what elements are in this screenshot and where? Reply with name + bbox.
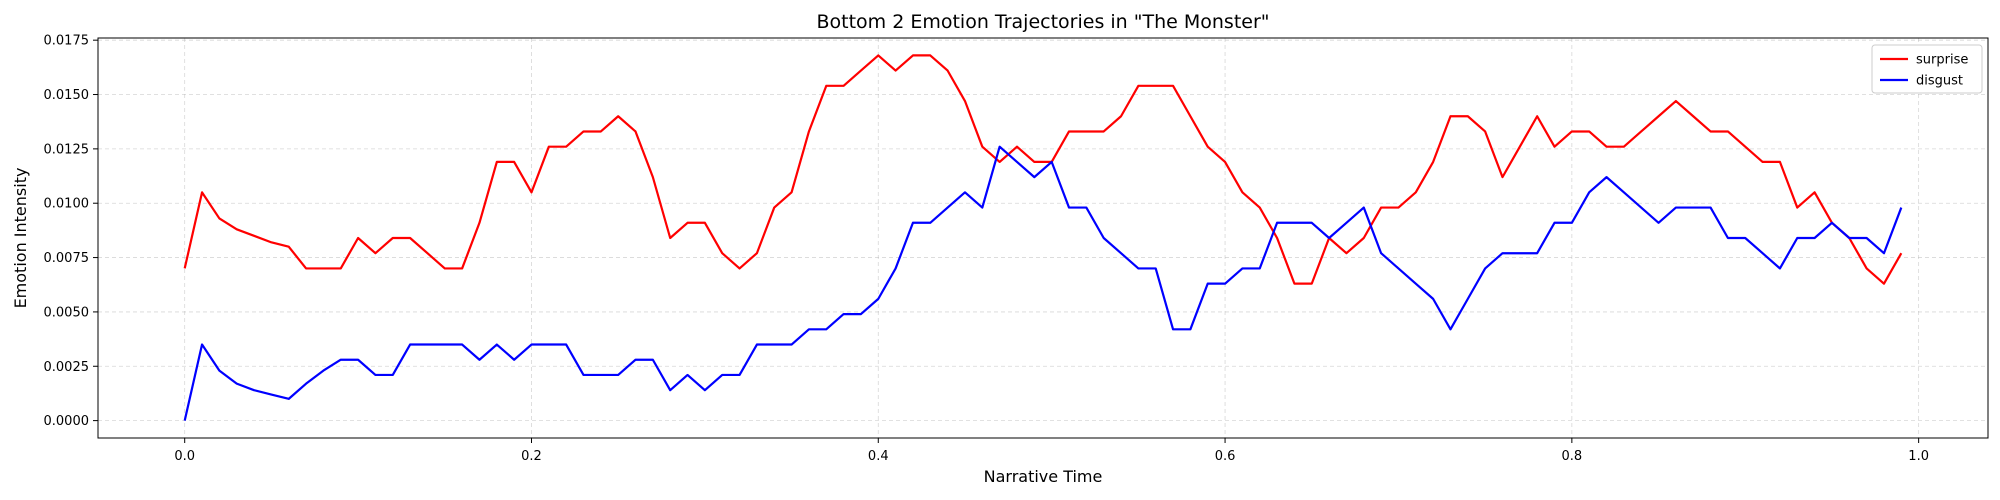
y-tick-label: 0.0025 xyxy=(44,360,90,375)
y-tick-label: 0.0075 xyxy=(44,251,90,266)
legend: surprise disgust xyxy=(1871,44,1983,94)
y-axis-label: Emotion Intensity xyxy=(11,168,30,309)
y-axis-ticks: 0.0000 0.0025 0.0050 0.0075 0.0100 0.0125 0.01… xyxy=(44,34,98,429)
x-tick-label: 0.2 xyxy=(521,449,542,464)
series-lines xyxy=(183,54,1903,421)
chart-title: Bottom 2 Emotion Trajectories in "The Mo… xyxy=(816,11,1269,33)
legend-label-disgust: disgust xyxy=(1916,74,1963,89)
x-tick-label: 0.6 xyxy=(1215,449,1236,464)
y-tick-label: 0.0100 xyxy=(44,197,90,212)
y-tick-label: 0.0000 xyxy=(44,414,90,429)
series-line-surprise xyxy=(183,54,1903,285)
x-tick-label: 0.4 xyxy=(868,449,889,464)
y-tick-label: 0.0175 xyxy=(44,34,90,49)
x-axis-label: Narrative Time xyxy=(984,467,1103,486)
x-tick-label: 0.0 xyxy=(174,449,195,464)
x-tick-label: 1.0 xyxy=(1908,449,1929,464)
plot-frame xyxy=(97,37,1989,439)
y-tick-label: 0.0050 xyxy=(44,305,90,320)
grid-lines xyxy=(98,38,1988,438)
y-tick-label: 0.0125 xyxy=(44,142,90,157)
x-axis-ticks: 0.0 0.2 0.4 0.6 0.8 1.0 xyxy=(174,438,1929,464)
legend-label-surprise: surprise xyxy=(1916,53,1968,68)
x-tick-label: 0.8 xyxy=(1562,449,1583,464)
y-tick-label: 0.0150 xyxy=(44,88,90,103)
series-line-disgust xyxy=(183,145,1903,421)
